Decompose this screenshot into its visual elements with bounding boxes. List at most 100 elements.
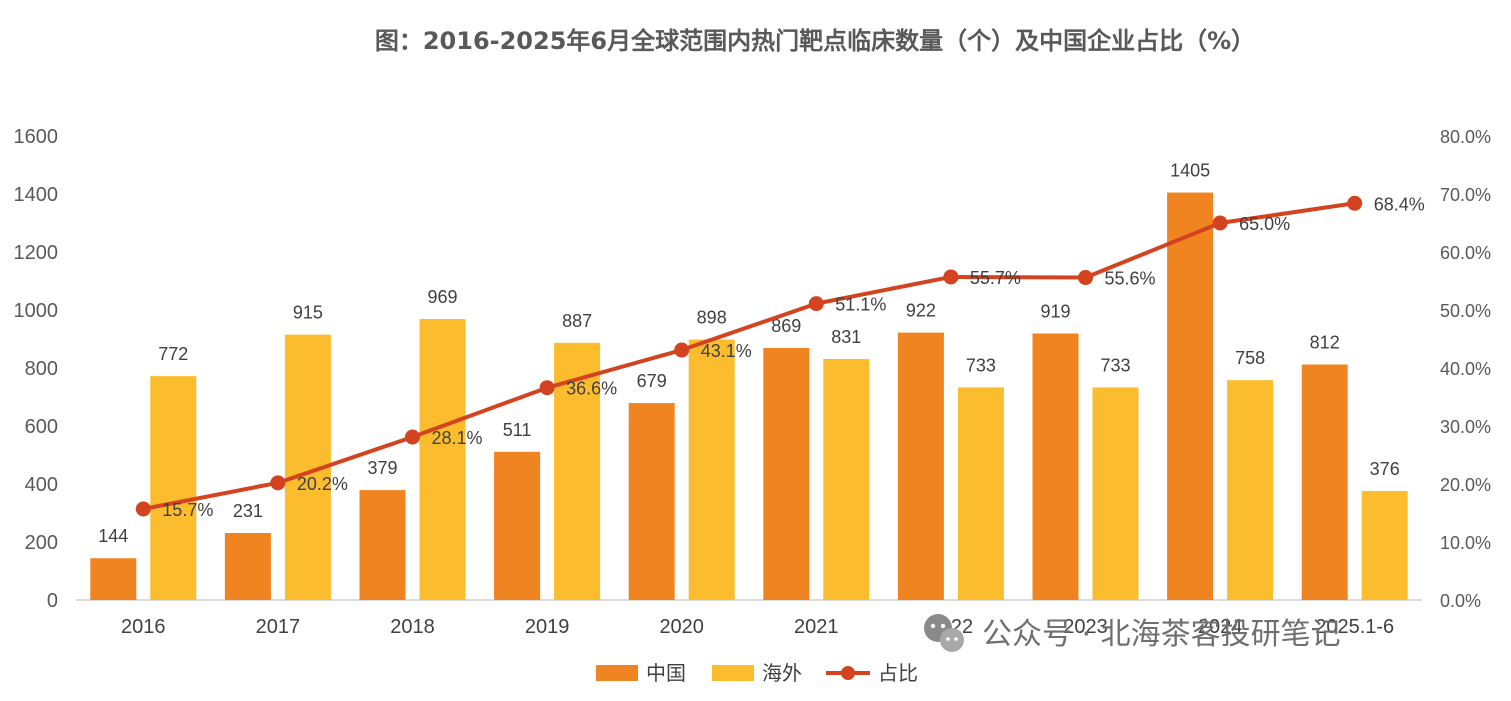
ratio-point — [1212, 215, 1228, 231]
left-axis-tick-label: 200 — [25, 532, 58, 554]
data-label-china: 922 — [906, 301, 936, 321]
data-label-china: 1405 — [1170, 161, 1210, 181]
data-label-ratio: 65.0% — [1239, 214, 1290, 234]
ratio-point — [270, 475, 286, 491]
ratio-point — [539, 380, 555, 396]
data-label-overseas: 772 — [158, 344, 188, 364]
left-axis-tick-label: 1200 — [14, 242, 59, 264]
data-label-ratio: 15.7% — [162, 500, 213, 520]
bar-china — [224, 533, 271, 600]
ratio-point — [405, 429, 420, 445]
bar-china — [897, 332, 944, 600]
bar-overseas — [419, 318, 466, 600]
data-label-ratio: 43.1% — [701, 341, 752, 361]
bar-china — [494, 451, 541, 600]
bar-overseas — [1361, 490, 1408, 600]
legend-marker-ratio — [841, 666, 855, 680]
bar-overseas — [1092, 387, 1139, 600]
data-label-overseas: 376 — [1370, 459, 1400, 479]
bar-overseas — [150, 376, 197, 600]
category-label: 2017 — [256, 616, 301, 638]
left-axis-tick-label: 1400 — [14, 184, 59, 206]
bar-china — [359, 490, 406, 600]
right-axis-tick-label: 80.0% — [1440, 127, 1491, 147]
category-label: 2021 — [794, 616, 839, 638]
right-axis-tick-label: 20.0% — [1440, 475, 1491, 495]
right-axis-tick-label: 60.0% — [1440, 243, 1491, 263]
ratio-point — [1078, 270, 1093, 286]
ratio-point — [1347, 195, 1363, 211]
ratio-line — [142, 201, 1355, 511]
bars: 144 772 231 915 379 969 511 887 679 898 869 831 922 7… — [90, 161, 1408, 601]
data-label-overseas: 898 — [697, 308, 727, 328]
watermark-text: 公众号 · 北海茶客投研笔记 — [982, 617, 1341, 652]
category-label: 2019 — [525, 616, 570, 638]
data-label-overseas: 733 — [966, 355, 996, 375]
ratio-point — [135, 501, 151, 517]
watermark: 公众号 · 北海茶客投研笔记 — [924, 614, 1341, 652]
bar-overseas — [1227, 380, 1274, 600]
right-axis-tick-label: 0.0% — [1440, 591, 1481, 611]
data-label-ratio: 55.7% — [970, 268, 1021, 288]
data-label-ratio: 28.1% — [432, 428, 483, 448]
category-label: 2016 — [121, 616, 166, 638]
left-axis-tick-label: 400 — [25, 474, 58, 496]
data-label-ratio: 20.2% — [297, 474, 348, 494]
data-label-ratio: 55.6% — [1105, 269, 1156, 289]
bar-china — [1167, 192, 1214, 601]
category-labels: 2016201720182019202020212022202320242025… — [121, 616, 1394, 638]
bar-overseas — [688, 339, 735, 600]
legend-swatch-overseas — [712, 665, 754, 681]
bar-china — [90, 558, 137, 600]
bar-china — [1032, 333, 1079, 600]
line-layer: 15.7% 20.2% 28.1% 36.6% 43.1% 51.1% 55.7% 55.6%… — [135, 194, 1425, 520]
chart-title: 图：2016-2025年6月全球范围内热门靶点临床数量（个）及中国企业占比（%） — [375, 27, 1255, 55]
bar-china — [628, 403, 675, 600]
data-label-china: 511 — [503, 420, 532, 440]
bar-overseas — [957, 387, 1004, 600]
data-label-overseas: 915 — [293, 303, 323, 323]
legend-label-china: 中国 — [646, 661, 686, 685]
category-label: 2020 — [659, 616, 704, 638]
data-label-china: 679 — [637, 371, 667, 391]
ratio-point — [674, 342, 690, 358]
bar-china — [1301, 364, 1348, 600]
wechat-icon — [924, 614, 964, 652]
bar-overseas — [823, 359, 870, 600]
category-label: 2023 — [1063, 616, 1108, 638]
category-label: 2018 — [390, 616, 435, 638]
data-label-china: 869 — [771, 316, 801, 336]
right-axis: 0.0% 10.0% 20.0% 30.0% 40.0% 50.0% 60.0% 70.0% 8… — [1440, 127, 1491, 611]
legend-label-ratio: 占比 — [878, 661, 918, 685]
left-axis: 0 200 400 600 800 1000 1200 1400 1600 — [14, 126, 59, 612]
left-axis-tick-label: 600 — [25, 416, 58, 438]
data-label-overseas: 733 — [1100, 355, 1130, 375]
data-label-china: 812 — [1310, 333, 1340, 353]
ratio-point — [808, 296, 824, 312]
data-label-china: 919 — [1040, 301, 1070, 321]
right-axis-tick-label: 50.0% — [1440, 301, 1491, 321]
legend: 中国 海外 占比 — [596, 661, 918, 685]
right-axis-tick-label: 10.0% — [1440, 533, 1491, 553]
right-axis-tick-label: 70.0% — [1440, 185, 1491, 205]
left-axis-tick-label: 800 — [25, 358, 58, 380]
data-label-ratio: 36.6% — [566, 379, 617, 399]
right-axis-tick-label: 30.0% — [1440, 417, 1491, 437]
left-axis-tick-label: 1600 — [14, 126, 59, 148]
category-label: 2024 — [1198, 616, 1243, 638]
ratio-point — [943, 269, 959, 285]
left-axis-tick-label: 1000 — [14, 300, 59, 322]
legend-swatch-china — [596, 665, 638, 681]
data-label-china: 379 — [367, 458, 397, 478]
legend-label-overseas: 海外 — [762, 661, 802, 685]
right-axis-tick-label: 40.0% — [1440, 359, 1491, 379]
data-label-overseas: 887 — [562, 311, 592, 331]
data-label-ratio: 68.4% — [1374, 194, 1425, 214]
data-label-overseas: 831 — [831, 327, 861, 347]
left-axis-tick-label: 0 — [47, 590, 58, 612]
data-label-china: 144 — [98, 526, 128, 546]
bar-china — [763, 347, 810, 600]
data-label-overseas: 969 — [427, 287, 457, 307]
category-label: 2025.1-6 — [1315, 616, 1394, 638]
